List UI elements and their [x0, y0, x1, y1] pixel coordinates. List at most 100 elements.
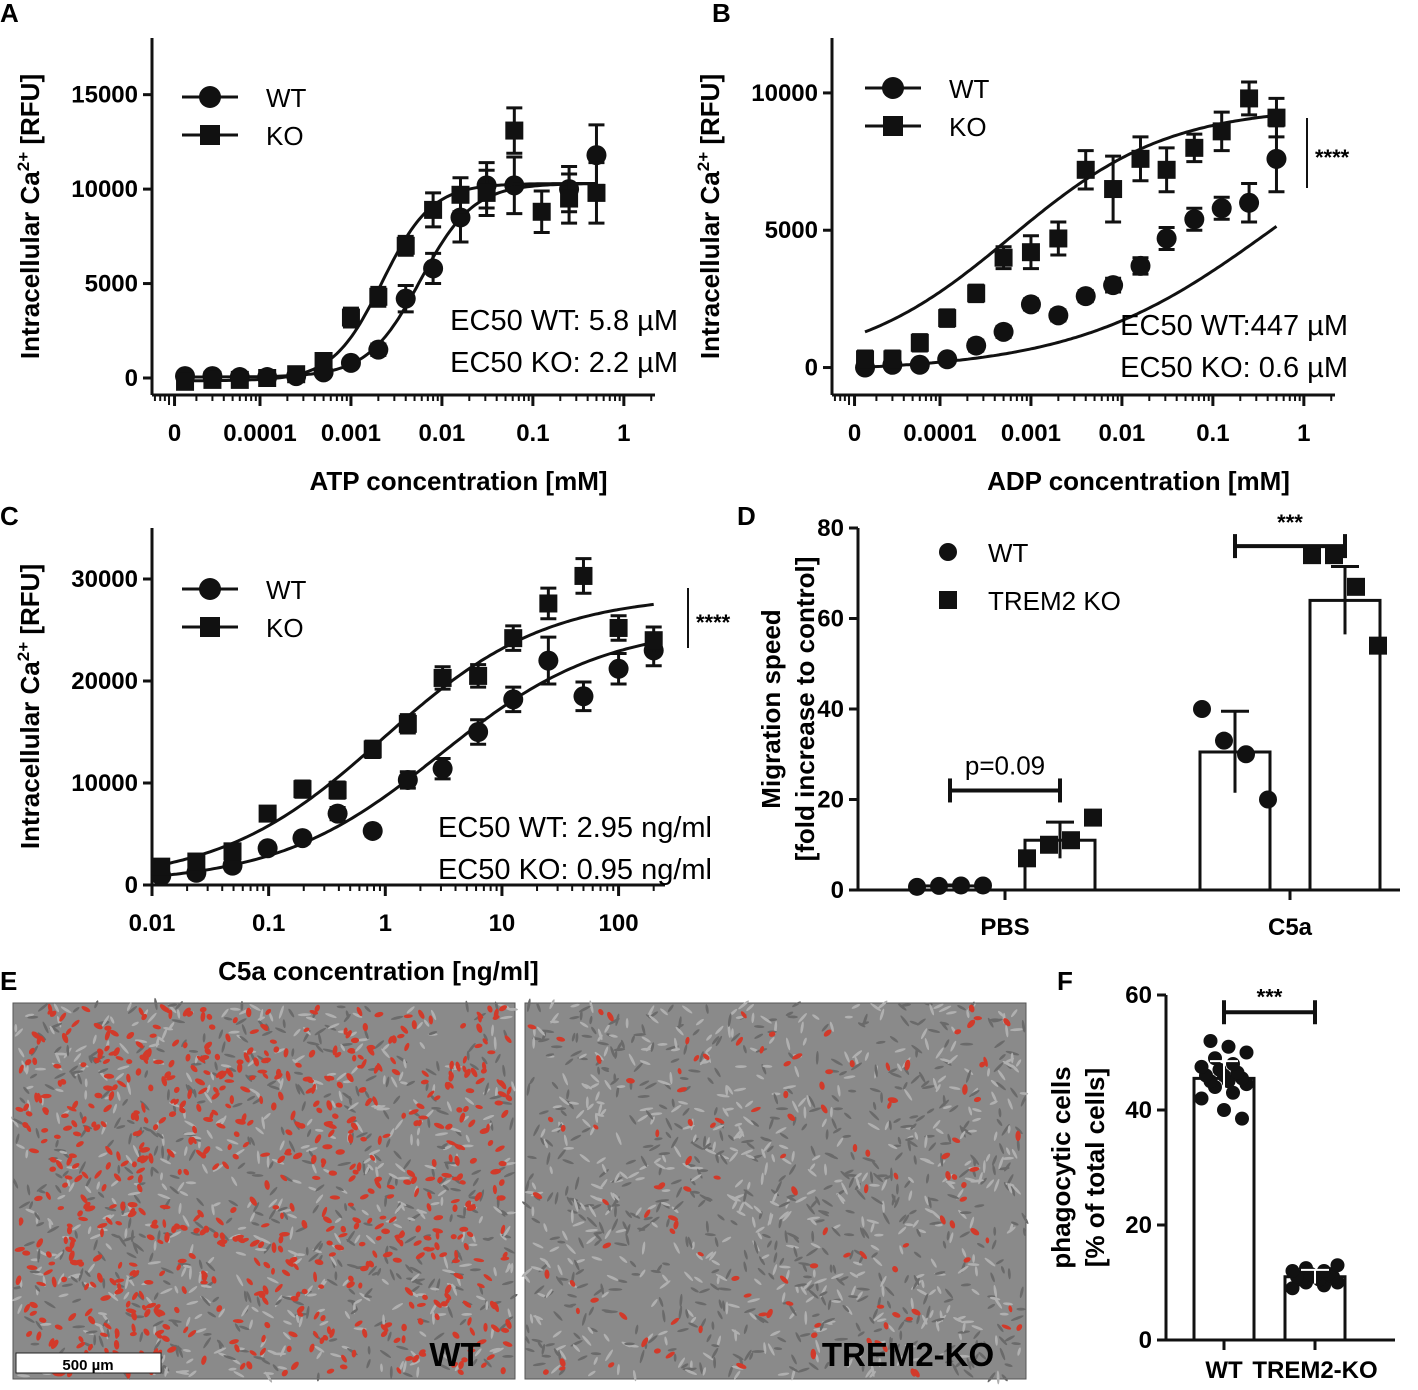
cell: [960, 1320, 975, 1324]
phagocytic-cell: [127, 1201, 138, 1208]
data-point: [1317, 1264, 1331, 1278]
phagocytic-cell: [138, 1007, 144, 1016]
cell: [909, 1020, 920, 1026]
phagocytic-cell: [320, 1158, 327, 1165]
cell: [1001, 1156, 1014, 1160]
phagocytic-cell: [714, 1117, 725, 1124]
cell: [926, 1108, 935, 1114]
cell: [726, 1085, 734, 1095]
cell: [869, 1110, 880, 1121]
cell: [313, 1240, 322, 1252]
cell: [493, 1266, 497, 1277]
cell: [878, 1272, 883, 1282]
data-point-wt: [993, 321, 1014, 342]
cell: [971, 1325, 983, 1331]
y-tick-label: 10000: [71, 176, 138, 203]
phagocytic-cell: [105, 1162, 111, 1170]
cell: [234, 1323, 241, 1332]
cell: [166, 1089, 170, 1101]
cell: [17, 1304, 23, 1314]
cell: [994, 1335, 998, 1346]
phagocytic-cell: [301, 1288, 308, 1295]
cell: [655, 1199, 670, 1203]
phagocytic-cell: [312, 1175, 321, 1181]
cell: [993, 1131, 998, 1141]
cell: [850, 1062, 863, 1071]
cell: [735, 1101, 743, 1109]
phagocytic-cell: [357, 1064, 364, 1069]
cell: [733, 1087, 747, 1092]
cell: [288, 1140, 296, 1153]
cell: [531, 1217, 541, 1224]
cell: [84, 1185, 92, 1194]
phagocytic-cell: [415, 1225, 422, 1233]
phagocytic-cell: [84, 1308, 93, 1317]
phagocytic-cell: [243, 1052, 250, 1063]
phagocytic-cell: [475, 1104, 483, 1110]
cell: [59, 1249, 65, 1261]
phagocytic-cell: [843, 1252, 851, 1258]
data-point: [1239, 1045, 1254, 1060]
cell: [963, 1369, 974, 1378]
cell: [593, 1356, 598, 1365]
cell: [288, 1008, 295, 1018]
cell: [70, 1070, 84, 1074]
cell: [42, 1021, 49, 1034]
cell: [778, 1218, 782, 1229]
phagocytic-cell: [388, 1216, 397, 1223]
cell: [667, 1004, 674, 1013]
phagocytic-cell: [191, 1136, 197, 1145]
phagocytic-cell: [195, 1149, 205, 1158]
cell: [195, 1328, 207, 1333]
phagocytic-cell: [374, 1011, 384, 1018]
cell: [582, 1335, 592, 1346]
x-tick-label: C5a: [1268, 914, 1313, 941]
cell: [861, 1362, 865, 1372]
cell: [255, 1127, 264, 1135]
cell: [102, 1278, 106, 1289]
cell: [778, 1201, 791, 1208]
cell: [589, 1000, 594, 1014]
cell: [443, 1255, 449, 1269]
phagocytic-cell: [428, 1015, 433, 1025]
cell: [314, 1027, 327, 1036]
phagocytic-cell: [166, 1148, 175, 1158]
cell: [116, 1091, 121, 1101]
cell: [363, 1157, 372, 1164]
data-point-ko: [938, 309, 957, 328]
cell: [186, 1300, 199, 1305]
cell: [768, 1018, 778, 1022]
cell: [1005, 1147, 1011, 1156]
phagocytic-cell: [379, 1215, 387, 1220]
phagocytic-cell: [345, 1030, 352, 1039]
phagocytic-cell: [735, 1036, 744, 1046]
phagocytic-cell: [66, 1106, 77, 1112]
cell: [493, 1206, 503, 1214]
phagocytic-cell: [863, 1184, 869, 1194]
cell: [704, 1143, 712, 1149]
cell: [690, 1166, 704, 1170]
cell: [627, 1171, 640, 1179]
cell: [443, 1145, 453, 1151]
cell: [782, 1210, 792, 1222]
phagocytic-cell: [381, 1228, 390, 1235]
cell: [735, 1016, 744, 1019]
data-point-wt: [397, 769, 418, 790]
cell: [287, 1309, 296, 1318]
cell: [381, 1048, 390, 1059]
cell: [998, 1336, 1008, 1346]
cell: [442, 1269, 456, 1274]
cell: [897, 1002, 907, 1011]
cell: [690, 1174, 702, 1182]
cell: [589, 1327, 598, 1333]
cell: [973, 1331, 981, 1339]
cell: [198, 1272, 202, 1284]
cell: [778, 1175, 786, 1182]
data-point-wt: [503, 689, 524, 710]
phagocytic-cell: [445, 1123, 453, 1130]
cell: [661, 1189, 671, 1193]
cell: [964, 1177, 977, 1182]
cell: [959, 1130, 966, 1140]
cell: [226, 1139, 239, 1145]
cell: [715, 1274, 728, 1281]
